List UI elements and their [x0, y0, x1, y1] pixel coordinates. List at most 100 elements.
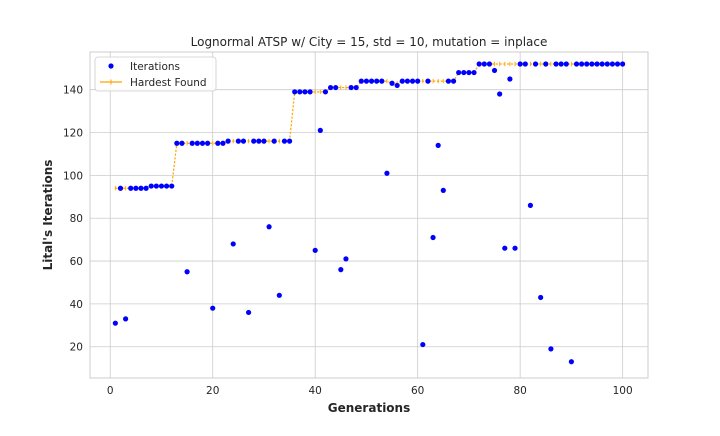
- iteration-point: [430, 234, 436, 241]
- plot-frame: [89, 51, 649, 379]
- y-tick-label: 20: [70, 342, 83, 354]
- iteration-point: [112, 320, 118, 326]
- iteration-point: [620, 61, 626, 67]
- iteration-point: [543, 61, 549, 67]
- iteration-point: [374, 78, 380, 84]
- iteration-point: [317, 127, 323, 133]
- iteration-point: [199, 140, 206, 146]
- data-series: [112, 61, 626, 365]
- iteration-point: [538, 294, 544, 301]
- iteration-point: [517, 61, 523, 67]
- iteration-point: [327, 84, 334, 91]
- iteration-point: [210, 305, 216, 311]
- iteration-point: [497, 91, 503, 97]
- iteration-point: [425, 78, 431, 84]
- grid-lines: [90, 52, 648, 378]
- iteration-point: [353, 84, 359, 91]
- iteration-point: [338, 267, 344, 273]
- iteration-point: [599, 61, 605, 67]
- iteration-point: [220, 140, 226, 146]
- iteration-point: [348, 84, 354, 91]
- iteration-point: [553, 61, 559, 67]
- iteration-point: [225, 138, 231, 144]
- x-tick-label: 0: [107, 385, 114, 397]
- legend-box: [94, 56, 217, 92]
- iteration-point: [481, 61, 487, 67]
- iteration-point: [297, 89, 303, 95]
- y-tick-label: 120: [63, 128, 83, 140]
- iteration-point: [389, 80, 395, 86]
- iteration-point: [558, 61, 564, 67]
- iteration-point: [117, 185, 124, 191]
- x-axis-label: Generations: [328, 401, 410, 415]
- chart-title: Lognormal ATSP w/ City = 15, std = 10, m…: [191, 35, 548, 49]
- iteration-point: [184, 269, 190, 275]
- iteration-point: [435, 142, 441, 148]
- iteration-point: [445, 78, 452, 84]
- iteration-point: [466, 69, 472, 76]
- iteration-point: [240, 138, 247, 144]
- iteration-point: [450, 78, 457, 84]
- iteration-point: [609, 61, 615, 67]
- iteration-point: [133, 185, 139, 191]
- iteration-point: [384, 170, 390, 176]
- iteration-point: [266, 224, 272, 230]
- iteration-point: [148, 183, 154, 189]
- iteration-point: [527, 202, 534, 208]
- tick-labels: 0 20 40 60 80 100 20 40 60 80 100 120 140: [63, 85, 633, 397]
- plot-area: [90, 52, 648, 378]
- iteration-point: [123, 316, 129, 322]
- iteration-point: [215, 140, 221, 146]
- iteration-point: [461, 69, 467, 76]
- iteration-point: [358, 78, 364, 84]
- iteration-point: [179, 140, 185, 146]
- iteration-point: [153, 183, 159, 189]
- iteration-point: [276, 292, 282, 298]
- iteration-point: [286, 138, 293, 144]
- iteration-point: [512, 245, 518, 251]
- iteration-point: [128, 185, 134, 191]
- iteration-point: [563, 61, 569, 67]
- iteration-point: [399, 78, 405, 84]
- iteration-point: [158, 183, 165, 189]
- iteration-point: [312, 247, 318, 253]
- iteration-point: [589, 61, 595, 67]
- iteration-point: [614, 61, 621, 67]
- iteration-point: [604, 61, 610, 67]
- iteration-point: [194, 140, 200, 146]
- y-tick-label: 40: [70, 299, 83, 311]
- iteration-point: [343, 256, 349, 262]
- iteration-point: [404, 78, 411, 84]
- iteration-point: [532, 61, 539, 67]
- iteration-point: [568, 359, 574, 365]
- iteration-point: [456, 69, 462, 76]
- y-tick-label: 80: [70, 213, 83, 225]
- iteration-point: [333, 84, 339, 91]
- iteration-point: [169, 183, 175, 189]
- iteration-point: [491, 67, 498, 74]
- iteration-point: [251, 138, 257, 144]
- iteration-point: [579, 61, 585, 67]
- iteration-point: [379, 78, 385, 84]
- legend-marker-iterations: [108, 63, 114, 69]
- iteration-point: [573, 61, 580, 67]
- iteration-point: [368, 78, 375, 84]
- iteration-point: [245, 309, 252, 316]
- iteration-point: [256, 138, 262, 144]
- x-tick-label: 40: [309, 385, 322, 397]
- iteration-point: [138, 185, 144, 191]
- iteration-point: [261, 138, 267, 144]
- iteration-point: [440, 187, 446, 193]
- iteration-point: [143, 185, 149, 191]
- iteration-point: [394, 82, 400, 89]
- iteration-point: [502, 245, 508, 251]
- y-tick-label: 140: [63, 85, 83, 97]
- iteration-point: [415, 78, 421, 84]
- iteration-point: [281, 138, 288, 144]
- iteration-point: [584, 61, 590, 67]
- x-tick-label: 60: [411, 385, 424, 397]
- iteration-point: [476, 61, 482, 67]
- iteration-point: [302, 89, 308, 95]
- iteration-point: [174, 140, 180, 146]
